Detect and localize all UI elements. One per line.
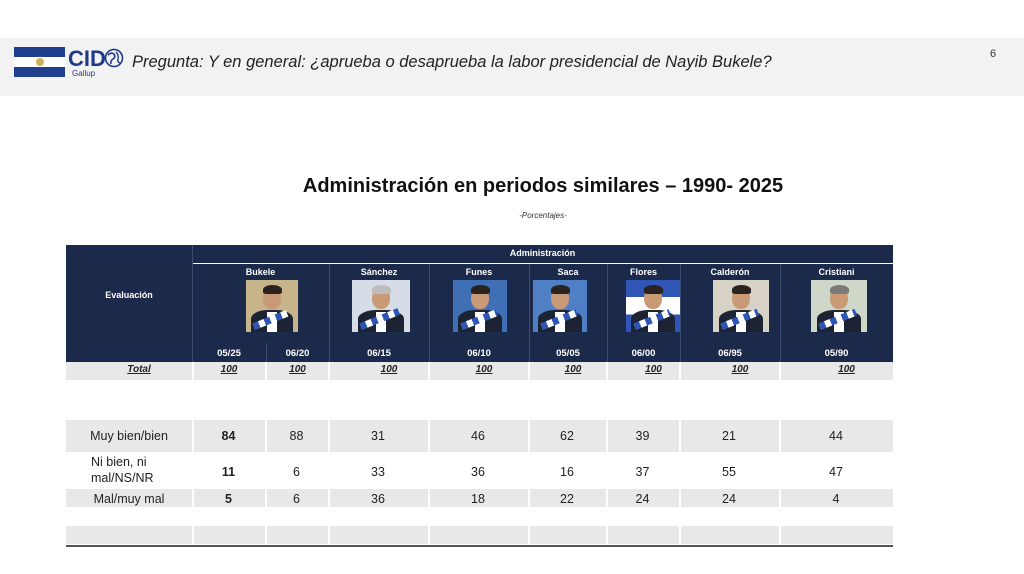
president-photo-bukele xyxy=(246,280,298,332)
total-label: Total xyxy=(127,364,151,375)
table-cell: 18 xyxy=(471,492,485,506)
president-name-flores: Flores xyxy=(629,267,657,277)
president-name-bukele: Bukele xyxy=(245,267,276,277)
table-cell: 36 xyxy=(471,465,485,479)
period-date: 06/20 xyxy=(285,348,310,359)
period-date: 06/10 xyxy=(467,348,491,359)
row-label: Mal/muy mal xyxy=(93,492,165,506)
period-date: 06/00 xyxy=(631,348,656,359)
president-photo-flores xyxy=(626,280,680,332)
table-cell: 21 xyxy=(722,429,736,443)
president-name-saca: Saca xyxy=(557,267,579,277)
table-cell: 33 xyxy=(371,465,385,479)
table-cell: 36 xyxy=(371,492,385,506)
table-cell: 100 xyxy=(838,364,855,375)
row-label: Muy bien/bien xyxy=(90,429,168,443)
president-name-funes: Funes xyxy=(465,267,493,277)
el-salvador-flag-icon xyxy=(14,47,65,77)
table-cell: 100 xyxy=(220,364,238,375)
period-date: 05/25 xyxy=(217,348,241,359)
table-cell: 37 xyxy=(635,465,650,479)
table-row xyxy=(66,420,893,452)
president-photo-funes xyxy=(453,280,507,332)
table-cell: 47 xyxy=(829,465,843,479)
total-row: Total 100 100 100 100 100 100 100 100 xyxy=(66,362,893,380)
table-bottom-border xyxy=(66,545,893,547)
table-cell: 100 xyxy=(645,364,662,375)
row-label-line: mal/NS/NR xyxy=(91,471,154,485)
president-name-calderon: Calderón xyxy=(710,267,750,277)
table-cell: 84 xyxy=(221,429,236,443)
table-cell: 6 xyxy=(293,492,300,506)
table-cell: 6 xyxy=(293,465,300,479)
header-divider xyxy=(192,263,893,264)
table-header: Evaluación Administración Bukele 05/25 0… xyxy=(66,245,893,362)
table-row xyxy=(66,526,893,544)
table-cell: 100 xyxy=(731,364,749,375)
table-cell: 100 xyxy=(475,364,493,375)
page-title: Administración en periodos similares – 1… xyxy=(302,175,784,197)
globe-icon xyxy=(104,48,124,68)
table-cell: 22 xyxy=(560,492,574,506)
logo-subtext: Gallup xyxy=(72,69,96,78)
row-label: Ni bien, ni mal/NS/NR xyxy=(66,454,192,486)
period-date: 06/15 xyxy=(367,348,391,359)
president-photo-saca xyxy=(533,280,587,332)
table-row xyxy=(66,489,893,507)
table-cell: 46 xyxy=(471,429,485,443)
table-cell: 39 xyxy=(635,429,650,443)
table-cell: 88 xyxy=(289,429,304,443)
evaluation-header: Evaluación xyxy=(105,290,153,300)
cid-gallup-logo: CID Gallup xyxy=(68,46,124,80)
table-cell: 31 xyxy=(371,429,385,443)
table-cell: 62 xyxy=(560,429,574,443)
survey-question: Pregunta: Y en general: ¿aprueba o desap… xyxy=(132,53,772,71)
table-cell: 24 xyxy=(722,492,736,506)
president-photo-cristiani xyxy=(811,280,867,332)
table-cell: 44 xyxy=(829,429,843,443)
table-cell: 100 xyxy=(289,364,306,375)
table-cell: 100 xyxy=(564,364,582,375)
page-number: 6 xyxy=(990,48,997,60)
period-date: 05/90 xyxy=(824,348,849,359)
row-label-line: Ni bien, ni xyxy=(91,455,147,469)
logo-text: CID xyxy=(68,46,106,71)
table-cell: 16 xyxy=(560,465,574,479)
table-cell: 4 xyxy=(832,492,840,506)
president-photo-sanchez xyxy=(352,280,410,332)
administration-header: Administración xyxy=(509,248,576,258)
period-date: 05/05 xyxy=(556,348,580,359)
president-photo-calderon xyxy=(713,280,769,332)
table-cell: 24 xyxy=(635,492,650,506)
table-cell: 55 xyxy=(722,465,736,479)
president-name-cristiani: Cristiani xyxy=(818,267,855,277)
president-name-sanchez: Sánchez xyxy=(360,267,398,277)
table-cell: 100 xyxy=(380,364,398,375)
header-band xyxy=(0,38,1024,96)
table-cell: 11 xyxy=(221,465,236,479)
table-cell: 5 xyxy=(225,492,232,506)
period-date: 06/95 xyxy=(718,348,742,359)
page-subtitle: -Porcentajes- xyxy=(519,211,567,220)
